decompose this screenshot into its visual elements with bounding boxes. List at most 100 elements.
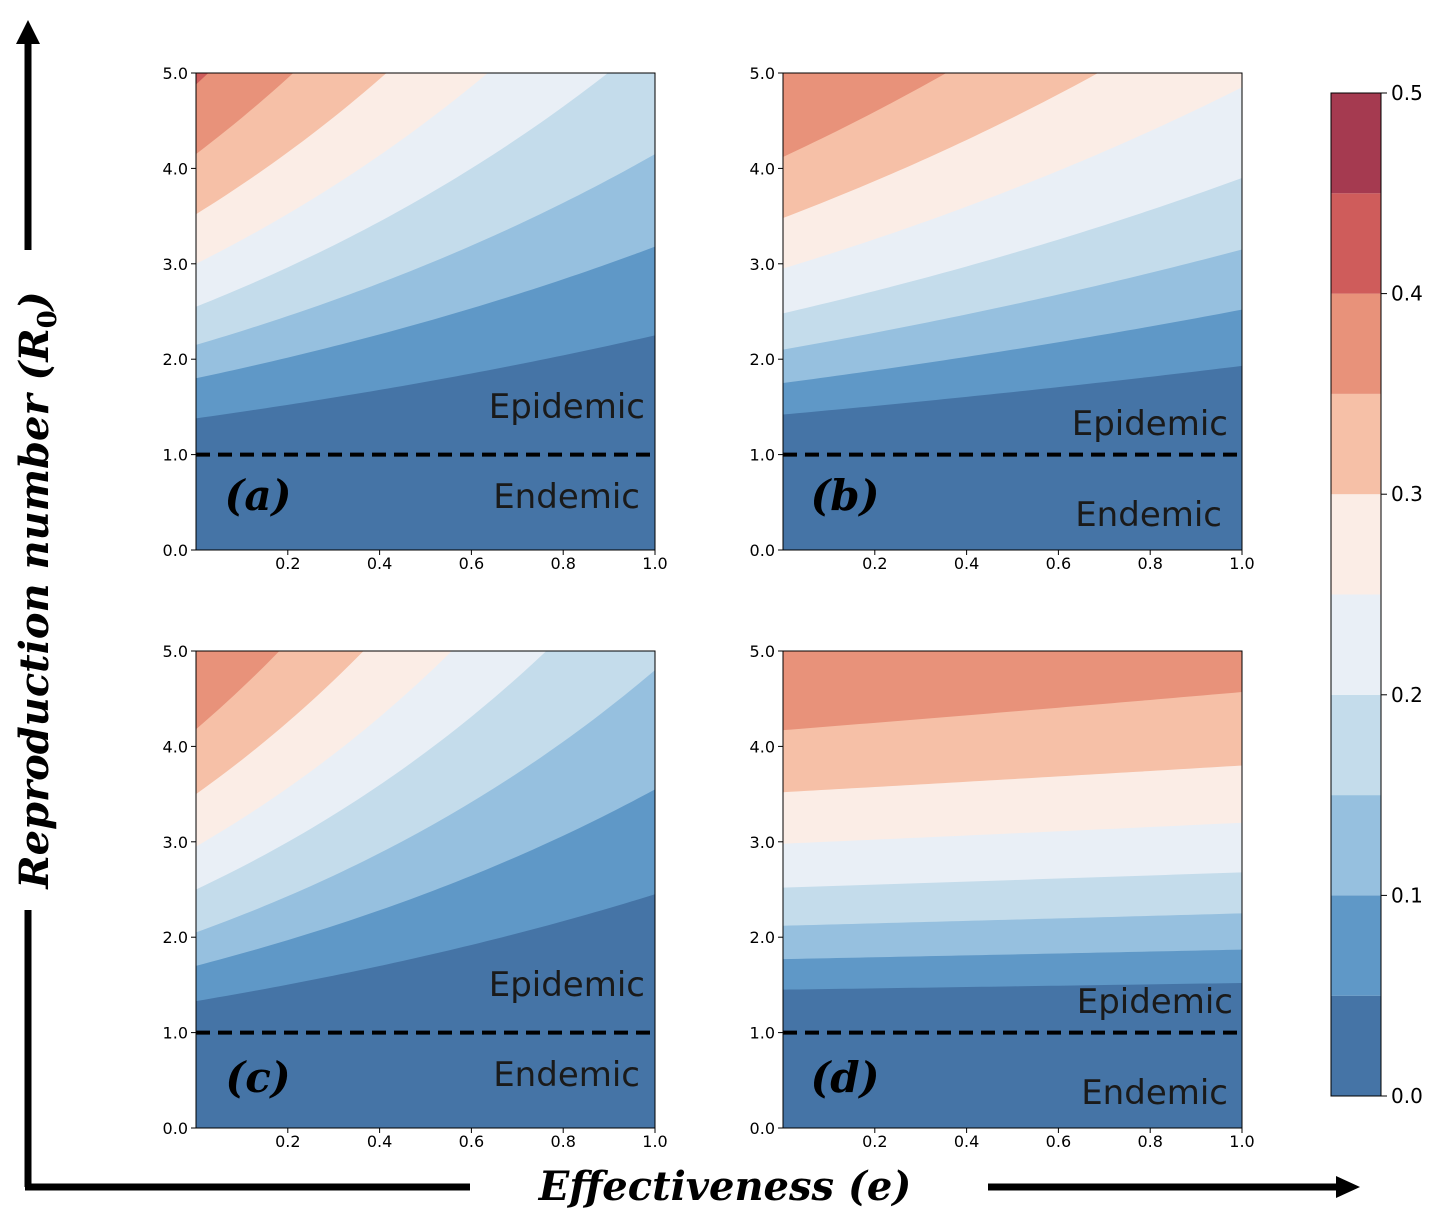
contour-bands — [196, 651, 655, 1128]
epidemic-label: Epidemic — [489, 965, 645, 1005]
x-axis-title: Effectiveness (e) — [538, 1163, 912, 1210]
y-tick-label: 5.0 — [163, 64, 188, 83]
panel-a: 0.0 1.0 2.0 3.0 4.0 5.0 0.2 0.4 0.6 0.8 1.0 Epidemi… — [163, 64, 668, 573]
colorbar-tick-label: 0.1 — [1391, 883, 1423, 907]
x-tick-label: 0.6 — [459, 554, 484, 573]
contour-band-8 — [783, 603, 1242, 646]
x-tick-label: 1.0 — [1229, 1132, 1254, 1151]
contour-bands — [783, 603, 1242, 1128]
y-tick-label: 3.0 — [750, 255, 775, 274]
epidemic-label: Epidemic — [1072, 404, 1228, 444]
panel-d: 0.0 1.0 2.0 3.0 4.0 5.0 0.2 0.4 0.6 0.8 1.0 Epidemi… — [750, 603, 1255, 1151]
x-tick-label: 0.2 — [275, 554, 300, 573]
panel-c: 0.0 1.0 2.0 3.0 4.0 5.0 0.2 0.4 0.6 0.8 1.0 Epidemi… — [163, 642, 668, 1151]
x-tick-label: 1.0 — [642, 554, 667, 573]
y-tick-label: 0.0 — [750, 541, 775, 560]
panel-label: (a) — [225, 471, 292, 520]
colorbar-segment — [1331, 795, 1381, 896]
plot-frame — [195, 72, 656, 551]
x-tick-label: 0.4 — [367, 1132, 392, 1151]
y-tick-label: 0.0 — [163, 541, 188, 560]
x-axis-arrow — [24, 910, 1360, 1198]
contour-band-7 — [196, 651, 280, 730]
y-title-r: R — [11, 328, 58, 362]
colorbar-segment — [1331, 895, 1381, 996]
colorbar-tick-label: 0.4 — [1391, 282, 1423, 306]
y-tick-label: 3.0 — [750, 833, 775, 852]
x-tick-label: 0.6 — [459, 1132, 484, 1151]
colorbar-segment — [1331, 594, 1381, 695]
colorbar: 0.0 0.1 0.2 0.3 0.4 0.5 — [1330, 81, 1423, 1108]
epidemic-label: Epidemic — [489, 387, 645, 427]
colorbar-tick-label: 0.5 — [1391, 81, 1423, 105]
panels: 0.0 1.0 2.0 3.0 4.0 5.0 0.2 0.4 0.6 0.8 1.0 Epidemi… — [163, 0, 1255, 1151]
plot-frame — [782, 72, 1243, 551]
y-title-close: ) — [11, 291, 58, 312]
contour-bands — [196, 73, 655, 550]
y-tick-label: 4.0 — [750, 159, 775, 178]
contour-band-8 — [783, 0, 1242, 68]
x-tick-label: 0.6 — [1046, 554, 1071, 573]
y-tick-label: 1.0 — [750, 1024, 775, 1043]
colorbar-segment — [1331, 995, 1381, 1096]
endemic-label: Endemic — [1075, 495, 1222, 535]
x-tick-label: 1.0 — [1229, 554, 1254, 573]
y-tick-label: 5.0 — [750, 642, 775, 661]
x-tick-label: 0.8 — [550, 1132, 575, 1151]
y-tick-label: 2.0 — [750, 350, 775, 369]
colorbar-segment — [1331, 694, 1381, 796]
y-tick-label: 5.0 — [163, 642, 188, 661]
panel-label: (b) — [810, 471, 879, 520]
epidemic-label: Epidemic — [1077, 982, 1233, 1022]
contour-bands — [783, 0, 1242, 550]
colorbar-segment — [1331, 494, 1381, 595]
y-tick-label: 2.0 — [163, 350, 188, 369]
plot-frame — [782, 650, 1243, 1129]
contour-band-8 — [196, 73, 209, 85]
x-tick-label: 1.0 — [642, 1132, 667, 1151]
colorbar-segment — [1331, 293, 1381, 394]
contour-band-7 — [783, 651, 1242, 731]
x-tick-label: 0.4 — [954, 1132, 979, 1151]
endemic-label: Endemic — [493, 1055, 640, 1095]
colorbar-tick-label: 0.3 — [1391, 482, 1423, 506]
y-axis-arrow — [16, 20, 40, 250]
colorbar-segment — [1331, 193, 1381, 294]
x-tick-label: 0.2 — [862, 1132, 887, 1151]
colorbar-tick-label: 0.2 — [1391, 683, 1423, 707]
panel-label: (c) — [225, 1053, 290, 1102]
y-title-sub: 0 — [33, 310, 63, 328]
x-tick-label: 0.8 — [1137, 1132, 1162, 1151]
y-tick-label: 4.0 — [163, 159, 188, 178]
x-tick-label: 0.2 — [862, 554, 887, 573]
y-tick-label: 1.0 — [163, 1024, 188, 1043]
plot-frame — [195, 650, 656, 1129]
y-tick-label: 4.0 — [750, 737, 775, 756]
y-tick-label: 0.0 — [163, 1119, 188, 1138]
endemic-label: Endemic — [1081, 1073, 1228, 1113]
colorbar-segment — [1331, 93, 1381, 194]
y-tick-label: 0.0 — [750, 1119, 775, 1138]
y-tick-label: 1.0 — [163, 446, 188, 465]
x-tick-label: 0.4 — [954, 554, 979, 573]
x-tick-label: 0.8 — [550, 554, 575, 573]
panel-b: 0.0 1.0 2.0 3.0 4.0 5.0 0.2 0.4 0.6 0.8 1.0 Epidemi… — [750, 0, 1255, 573]
colorbar-tick-label: 0.0 — [1391, 1084, 1423, 1108]
y-tick-label: 1.0 — [750, 446, 775, 465]
x-tick-label: 0.2 — [275, 1132, 300, 1151]
panel-label: (d) — [810, 1053, 879, 1102]
x-tick-label: 0.6 — [1046, 1132, 1071, 1151]
y-tick-label: 2.0 — [163, 928, 188, 947]
y-tick-label: 4.0 — [163, 737, 188, 756]
colorbar-segment — [1331, 393, 1381, 495]
y-tick-label: 3.0 — [163, 255, 188, 274]
contour-band-7 — [783, 73, 947, 157]
y-tick-label: 5.0 — [750, 64, 775, 83]
colorbar-frame — [1330, 92, 1382, 1097]
y-tick-label: 2.0 — [750, 928, 775, 947]
contour-band-7 — [196, 73, 294, 155]
x-tick-label: 0.4 — [367, 554, 392, 573]
y-axis-title: Reproduction number (R0) — [11, 291, 63, 889]
endemic-label: Endemic — [493, 477, 640, 517]
